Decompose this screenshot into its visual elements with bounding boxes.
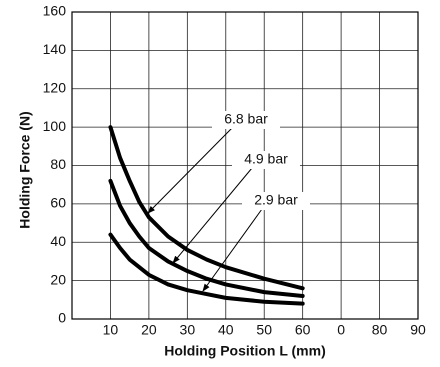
y-tick-label: 20 (50, 271, 66, 287)
y-axis-title: Holding Force (N) (17, 111, 33, 228)
annotation-label: 6.8 bar (224, 111, 268, 127)
annotation-arrow (202, 208, 263, 292)
y-tick-label: 80 (50, 156, 66, 172)
x-tick-label: 90 (410, 322, 426, 338)
data-line (108, 232, 305, 306)
x-tick-label: 0 (337, 322, 345, 338)
y-tick-label: 100 (43, 118, 67, 134)
y-tick-label: 40 (50, 233, 66, 249)
y-tick-label: 120 (43, 79, 67, 95)
y-tick-label: 160 (43, 3, 67, 19)
annotation-arrow (172, 167, 253, 264)
x-tick-label: 60 (295, 322, 311, 338)
x-axis-title: Holding Position L (mm) (164, 343, 326, 359)
annotation-arrow (147, 127, 233, 214)
data-line (108, 125, 305, 291)
x-tick-label: 80 (372, 322, 388, 338)
y-tick-label: 140 (43, 41, 67, 57)
plot-frame (71, 11, 419, 320)
y-tick-label: 0 (58, 310, 66, 326)
x-tick-label: 50 (256, 322, 272, 338)
annotation-label: 4.9 bar (244, 151, 288, 167)
annotation-bg (242, 192, 310, 210)
x-tick-label: 20 (141, 322, 157, 338)
x-tick-label: 40 (218, 322, 234, 338)
x-tick-label: 10 (103, 322, 119, 338)
annotation-bg (232, 151, 300, 169)
annotation-label: 2.9 bar (254, 192, 298, 208)
y-tick-label: 60 (50, 195, 66, 211)
x-tick-label: 30 (180, 322, 196, 338)
annotation-bg (212, 111, 280, 129)
data-line (108, 178, 305, 298)
